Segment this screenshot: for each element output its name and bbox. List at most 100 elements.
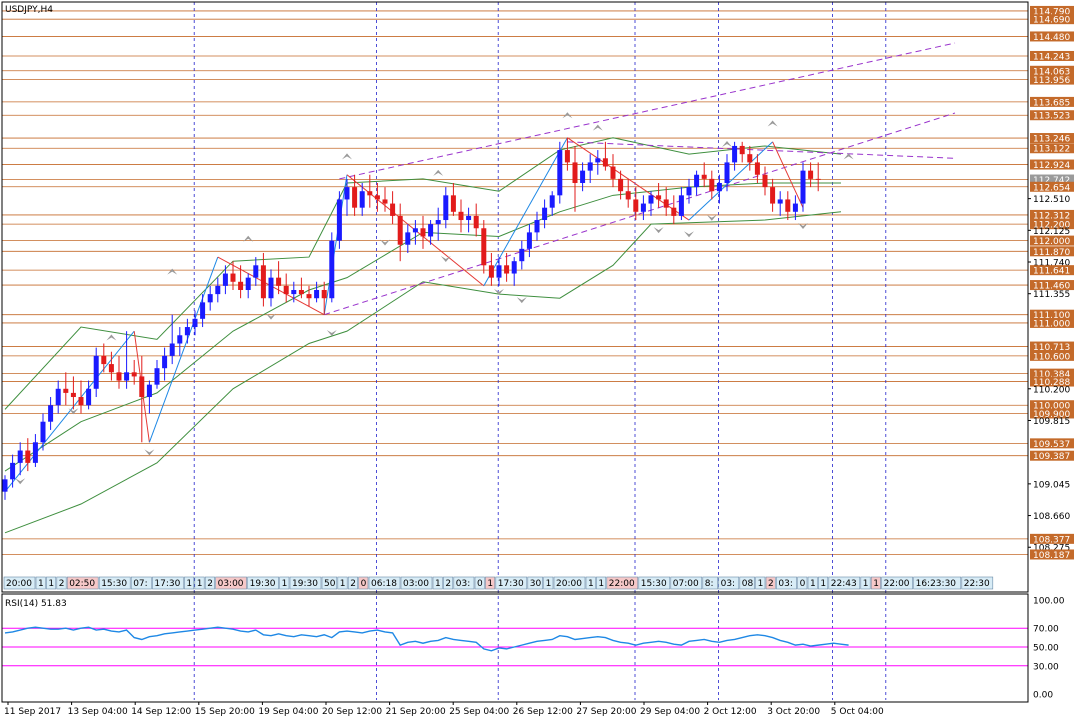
candle-body: [648, 195, 654, 204]
candle-body: [184, 327, 190, 336]
candle-body: [63, 388, 69, 393]
event-box: [670, 576, 703, 590]
event-box: [638, 576, 671, 590]
event-box: [961, 576, 994, 590]
candle-body: [587, 162, 593, 171]
event-label: 15:30: [101, 579, 127, 589]
event-label: 06:18: [371, 579, 397, 589]
candle-body: [101, 355, 107, 365]
candle-body: [108, 364, 114, 373]
event-label: 07:: [133, 579, 147, 589]
candle-body: [215, 285, 221, 295]
candle-body: [154, 368, 160, 385]
rsi-pane-frame: [1, 593, 1029, 703]
candle-body: [40, 421, 46, 443]
candle-body: [260, 265, 266, 299]
event-label: 20:00: [6, 579, 32, 589]
event-box: [66, 576, 99, 590]
price-label-box: [1030, 317, 1074, 328]
event-label: 1: [546, 579, 552, 589]
price-label-box: [1030, 246, 1074, 257]
candle-body: [450, 195, 456, 212]
candle-body: [314, 290, 320, 299]
event-label: 2: [768, 579, 774, 589]
vertical-separators: [193, 2, 887, 700]
event-label: 1: [598, 579, 604, 589]
event-label: 2: [59, 579, 65, 589]
fractal-down-marker: [684, 231, 694, 238]
event-box: [702, 576, 718, 590]
fractal-up-marker: [342, 153, 352, 160]
candle-body: [48, 405, 54, 422]
price-label: 114.480: [1033, 33, 1070, 43]
candle-body: [70, 392, 76, 398]
candle-body: [146, 384, 152, 398]
price-label: 111.460: [1033, 282, 1070, 292]
event-label: 2: [207, 579, 213, 589]
price-label: 112.510: [1033, 195, 1070, 205]
fractal-down-marker: [798, 223, 808, 230]
event-label: 1: [588, 579, 594, 589]
fractal-down-marker: [494, 288, 504, 295]
price-label-box: [1030, 533, 1074, 544]
event-box: [913, 576, 962, 590]
candle-body: [306, 294, 312, 299]
fractal-up-marker: [106, 334, 117, 341]
event-label: 1: [487, 579, 493, 589]
event-label: 17:30: [154, 579, 180, 589]
candle-body: [25, 450, 31, 463]
price-label-box: [1030, 181, 1074, 192]
price-label: 109.537: [1033, 440, 1070, 450]
price-label: 111.740: [1033, 259, 1070, 269]
event-label: 15:30: [641, 579, 667, 589]
event-label: 03:00: [403, 579, 429, 589]
candle-body: [116, 372, 122, 381]
event-label: 16:23:30: [916, 579, 957, 589]
candle-body: [124, 372, 130, 381]
channel-lines: [324, 42, 956, 316]
fractal-up-marker: [167, 268, 178, 275]
fractal-up-marker: [592, 124, 603, 131]
event-strip: 20:00 1 1 2 02:50 15:30 07: 17:30 1 1 2 03:00 19:30 1…: [3, 576, 994, 590]
zigzag-segment: [483, 137, 568, 287]
candle-body: [86, 388, 92, 406]
price-label-box: [1030, 265, 1074, 276]
candle-body: [724, 162, 730, 183]
time-label: 25 Sep 04:00: [449, 707, 509, 717]
event-label: 0: [800, 579, 806, 589]
candle-body: [420, 228, 426, 237]
price-label: 113.956: [1033, 76, 1070, 86]
price-label-box: [1030, 159, 1074, 170]
zigzag-segment: [772, 141, 804, 208]
candle-body: [93, 355, 99, 389]
price-label-box: [1030, 376, 1074, 387]
event-label: 1: [810, 579, 816, 589]
event-box: [739, 576, 755, 590]
price-label-box: [1030, 350, 1074, 361]
event-box: [204, 576, 215, 590]
price-label: 111.870: [1033, 248, 1070, 258]
candle-body: [367, 191, 373, 196]
rsi-panel: 100.00 70.00 50.00 30.00 0.00: [2, 597, 1065, 701]
candle-body: [519, 248, 525, 262]
fractal-up-marker: [433, 169, 444, 176]
fractal-up-marker: [722, 141, 732, 148]
event-label: 08: [742, 579, 754, 589]
price-label: 112.924: [1033, 161, 1070, 171]
candle-body: [618, 178, 624, 192]
price-label-box: [1030, 549, 1074, 560]
rsi-label: RSI(14) 51.83: [5, 599, 67, 609]
event-label: 1: [435, 579, 441, 589]
candle-body: [336, 199, 342, 241]
price-label-box: [1030, 280, 1074, 291]
zigzag-segment: [148, 256, 219, 443]
channel-line: [339, 42, 956, 180]
price-label-box: [1030, 50, 1074, 61]
candle-body: [321, 290, 327, 299]
price-label: 109.387: [1033, 452, 1070, 462]
candle-body: [139, 376, 145, 398]
event-label: 02:50: [69, 579, 95, 589]
time-axis: 11 Sep 2017 13 Sep 04:00 14 Sep 12:00 15 Se…: [4, 702, 884, 717]
rsi-axis-label: 30.00: [1033, 662, 1059, 672]
